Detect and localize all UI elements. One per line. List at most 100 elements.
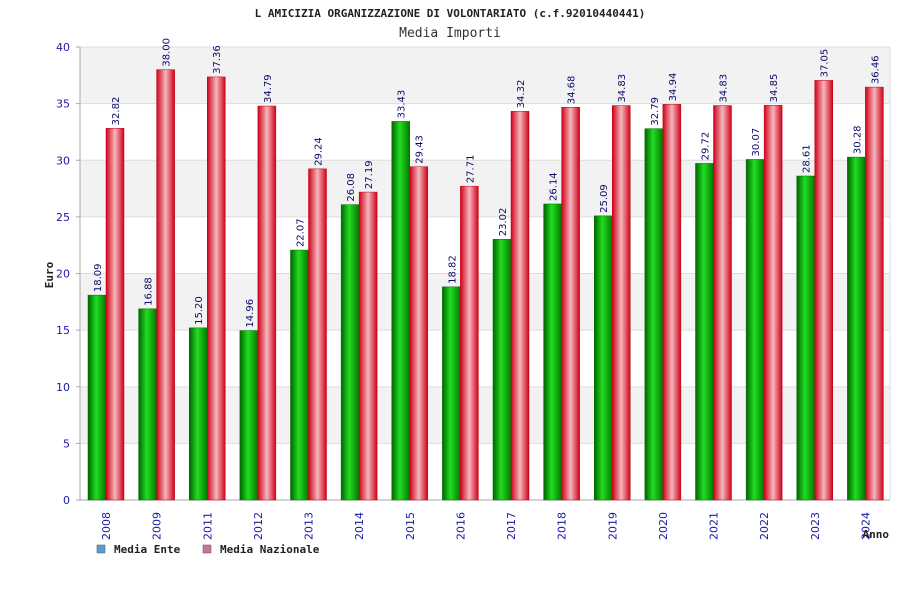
value-label-media-nazionale-2019: 34.83 bbox=[617, 74, 628, 103]
legend-label-media-nazionale: Media Nazionale bbox=[220, 543, 320, 556]
y-tick-label: 5 bbox=[63, 437, 70, 450]
legend-swatch-media-ente bbox=[96, 544, 106, 554]
bar-media-ente-2013 bbox=[290, 249, 309, 501]
value-label-media-ente-2019: 25.09 bbox=[599, 184, 610, 213]
bar-media-nazionale-2014 bbox=[358, 191, 378, 501]
value-label-media-ente-2022: 30.07 bbox=[751, 128, 762, 157]
x-tick-label-2012: 2012 bbox=[252, 512, 265, 540]
bar-media-ente-2008 bbox=[87, 294, 107, 501]
y-tick-label: 25 bbox=[56, 211, 70, 224]
value-label-media-nazionale-2012: 34.79 bbox=[263, 74, 274, 103]
bar-media-nazionale-2022 bbox=[763, 105, 783, 501]
bar-media-ente-2016 bbox=[442, 286, 461, 501]
bar-media-nazionale-2017 bbox=[510, 111, 530, 501]
bar-media-nazionale-2019 bbox=[612, 105, 631, 501]
x-tick-label-2024: 2024 bbox=[859, 512, 872, 540]
y-tick-label: 40 bbox=[56, 41, 70, 54]
bar-media-nazionale-2023 bbox=[814, 80, 833, 501]
value-label-media-ente-2020: 32.79 bbox=[650, 97, 661, 126]
x-tick-label-2017: 2017 bbox=[505, 512, 518, 540]
bar-media-ente-2024 bbox=[847, 156, 866, 501]
bar-media-ente-2017 bbox=[492, 239, 512, 501]
x-tick-label-2016: 2016 bbox=[454, 512, 467, 540]
x-tick-label-2014: 2014 bbox=[353, 512, 366, 540]
y-tick-label: 35 bbox=[56, 98, 70, 111]
bar-media-ente-2022 bbox=[745, 159, 765, 501]
value-label-media-nazionale-2014: 27.19 bbox=[364, 160, 375, 189]
value-label-media-nazionale-2011: 37.36 bbox=[212, 45, 223, 74]
bar-media-nazionale-2021 bbox=[713, 105, 732, 501]
bar-media-nazionale-2008 bbox=[105, 128, 125, 501]
bar-media-ente-2015 bbox=[391, 121, 410, 501]
value-label-media-ente-2015: 33.43 bbox=[397, 90, 408, 119]
y-axis-title: Euro bbox=[43, 261, 56, 288]
value-label-media-nazionale-2024: 36.46 bbox=[870, 55, 881, 84]
bar-media-ente-2018 bbox=[543, 203, 562, 501]
legend-label-media-ente: Media Ente bbox=[114, 543, 181, 556]
value-label-media-nazionale-2008: 32.82 bbox=[111, 97, 122, 126]
value-label-media-ente-2013: 22.07 bbox=[296, 218, 307, 247]
bar-media-nazionale-2020 bbox=[662, 104, 682, 501]
bar-media-nazionale-2018 bbox=[561, 106, 580, 501]
y-tick-label: 10 bbox=[56, 381, 70, 394]
chart-title: L AMICIZIA ORGANIZZAZIONE DI VOLONTARIAT… bbox=[255, 7, 646, 20]
y-tick-label: 30 bbox=[56, 154, 70, 167]
bar-media-nazionale-2016 bbox=[460, 185, 479, 501]
value-label-media-ente-2021: 29.72 bbox=[701, 132, 712, 161]
bar-media-ente-2023 bbox=[796, 175, 815, 501]
chart-subtitle: Media Importi bbox=[399, 26, 501, 41]
bar-media-ente-2020 bbox=[644, 128, 664, 501]
value-label-media-nazionale-2020: 34.94 bbox=[668, 73, 679, 102]
value-label-media-nazionale-2016: 27.71 bbox=[465, 155, 476, 184]
value-label-media-nazionale-2009: 38.00 bbox=[162, 38, 173, 67]
x-tick-label-2021: 2021 bbox=[708, 512, 721, 540]
x-tick-label-2019: 2019 bbox=[606, 512, 619, 540]
x-tick-label-2020: 2020 bbox=[657, 512, 670, 540]
bar-media-ente-2009 bbox=[138, 308, 157, 501]
x-axis-title: Anno bbox=[863, 528, 890, 541]
bar-media-ente-2019 bbox=[594, 215, 613, 501]
x-tick-label-2008: 2008 bbox=[100, 512, 113, 540]
bar-media-nazionale-2015 bbox=[409, 166, 428, 501]
legend: Media Ente Media Nazionale bbox=[96, 543, 320, 556]
bars bbox=[87, 69, 884, 501]
y-tick-label: 20 bbox=[56, 268, 70, 281]
bar-media-nazionale-2012 bbox=[257, 105, 277, 501]
legend-swatch-media-nazionale bbox=[202, 544, 212, 554]
y-tick-label: 0 bbox=[63, 494, 70, 507]
x-tick-label-2018: 2018 bbox=[556, 512, 569, 540]
value-label-media-ente-2008: 18.09 bbox=[93, 263, 104, 292]
x-tick-label-2009: 2009 bbox=[151, 512, 164, 540]
value-label-media-ente-2016: 18.82 bbox=[447, 255, 458, 284]
value-label-media-ente-2024: 30.28 bbox=[852, 125, 863, 154]
bar-media-nazionale-2013 bbox=[308, 168, 327, 501]
x-tick-label-2015: 2015 bbox=[404, 512, 417, 540]
value-label-media-ente-2014: 26.08 bbox=[346, 173, 357, 202]
value-label-media-nazionale-2013: 29.24 bbox=[314, 137, 325, 166]
x-tick-label-2011: 2011 bbox=[201, 512, 214, 540]
value-label-media-ente-2017: 23.02 bbox=[498, 208, 509, 237]
value-label-media-nazionale-2015: 29.43 bbox=[415, 135, 426, 164]
value-label-media-ente-2011: 15.20 bbox=[194, 296, 205, 325]
value-label-media-nazionale-2018: 34.68 bbox=[567, 76, 578, 105]
bar-media-ente-2012 bbox=[239, 330, 259, 501]
value-labels: 18.09 32.82 16.88 38.00 15.20 37.36 14.96 34.79… bbox=[93, 38, 881, 328]
bar-media-ente-2011 bbox=[189, 327, 208, 501]
x-tick-labels: 2008 2009 2011 2012 2013 2014 2015 2016 2017 2018… bbox=[100, 512, 872, 540]
value-label-media-nazionale-2023: 37.05 bbox=[820, 49, 831, 78]
bar-media-nazionale-2024 bbox=[865, 86, 884, 501]
value-label-media-nazionale-2017: 34.32 bbox=[516, 80, 527, 109]
x-tick-label-2013: 2013 bbox=[303, 512, 316, 540]
bar-media-ente-2014 bbox=[340, 204, 360, 501]
value-label-media-nazionale-2022: 34.85 bbox=[769, 74, 780, 103]
x-tick-label-2022: 2022 bbox=[758, 512, 771, 540]
x-tick-label-2023: 2023 bbox=[809, 512, 822, 540]
bar-media-nazionale-2011 bbox=[207, 76, 226, 501]
y-tick-labels: 0 5 10 15 20 25 30 35 40 bbox=[56, 41, 80, 507]
value-label-media-ente-2018: 26.14 bbox=[549, 172, 560, 201]
y-tick-label: 15 bbox=[56, 324, 70, 337]
value-label-media-ente-2009: 16.88 bbox=[144, 277, 155, 306]
bar-media-ente-2021 bbox=[695, 163, 714, 501]
bar-media-nazionale-2009 bbox=[156, 69, 175, 501]
